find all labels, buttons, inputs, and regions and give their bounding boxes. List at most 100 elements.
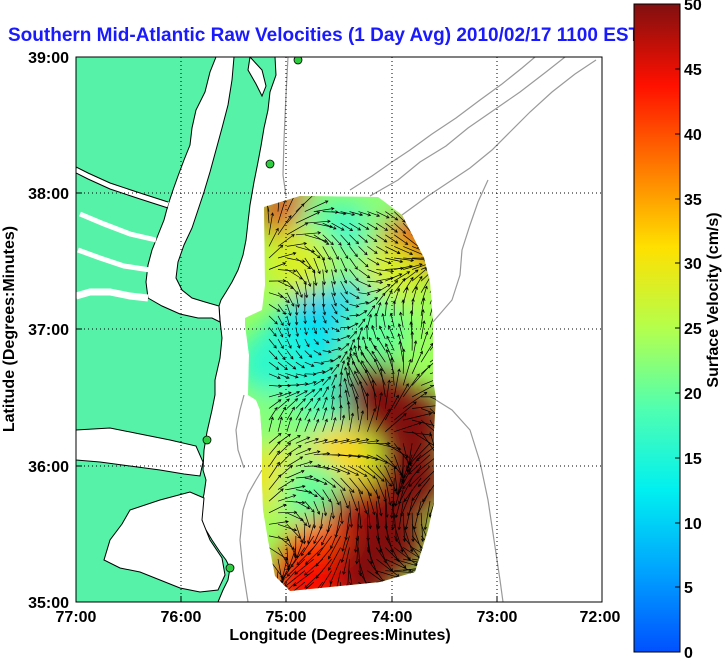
velocity-vector [375, 489, 383, 517]
velocity-vector [331, 501, 335, 520]
velocity-vector [379, 367, 386, 397]
velocity-vector [313, 524, 324, 545]
velocity-vector [268, 392, 284, 398]
velocity-vector [268, 547, 289, 560]
velocity-vector [379, 325, 386, 340]
velocity-vector [315, 558, 332, 579]
y-axis-label: Latitude (Degrees:Minutes) [1, 226, 18, 432]
velocity-vector [358, 292, 371, 296]
velocity-vector [402, 466, 422, 490]
velocity-vector [393, 383, 409, 409]
velocity-vector [408, 454, 431, 475]
velocity-vector [277, 214, 292, 235]
velocity-vector [349, 313, 360, 317]
velocity-vector [420, 285, 428, 305]
velocity-vector [394, 246, 414, 255]
velocity-vector [304, 350, 313, 358]
velocity-vector [367, 501, 372, 530]
velocity-vector [268, 503, 287, 514]
velocity-vector [349, 466, 368, 477]
velocity-vector [277, 559, 284, 584]
velocity-vector [376, 466, 392, 487]
velocity-vector [411, 286, 418, 305]
velocity-vector [304, 450, 321, 456]
velocity-vector [304, 512, 311, 529]
velocity-vector [295, 361, 306, 369]
colorbar-label: Surface Velocity (cm/s) [705, 212, 722, 387]
velocity-vector [367, 305, 376, 317]
velocity-vector [268, 450, 280, 467]
x-tick-label: 76:00 [161, 609, 202, 626]
velocity-vector [358, 301, 370, 305]
velocity-vector [376, 234, 388, 243]
velocity-vector [322, 396, 328, 409]
velocity-vector [331, 438, 350, 444]
velocity-vector [286, 269, 303, 280]
x-tick-label: 75:00 [266, 609, 307, 626]
velocity-vector [268, 488, 284, 502]
velocity-vector [322, 438, 339, 444]
velocity-vector [322, 315, 327, 324]
velocity-vector [340, 360, 346, 374]
velocity-vector [411, 275, 423, 293]
velocity-vector [277, 292, 290, 304]
velocity-vector [385, 349, 395, 374]
velocity-vector [397, 333, 404, 351]
velocity-vector [277, 479, 295, 490]
velocity-vector [302, 524, 307, 545]
velocity-vector [329, 558, 341, 585]
velocity-vector [277, 494, 297, 502]
velocity-vector [349, 330, 358, 340]
velocity-vector [340, 315, 350, 320]
velocity-vector [331, 406, 336, 421]
velocity-vector [277, 327, 284, 338]
velocity-vector [304, 200, 329, 212]
velocity-vector [340, 304, 349, 311]
velocity-vector [319, 512, 324, 531]
velocity-vector [268, 399, 282, 409]
velocity-vector [402, 512, 407, 543]
velocity-vector [411, 340, 418, 363]
velocity-vector [349, 338, 355, 351]
velocity-vector [312, 315, 317, 324]
velocity-vector [393, 466, 400, 496]
colorbar-tick-label: 30 [684, 256, 702, 273]
velocity-vector [328, 547, 341, 571]
velocity-vector [367, 257, 380, 266]
velocity-vector [304, 500, 315, 513]
velocity-vector [331, 489, 340, 506]
velocity-vector [349, 412, 355, 432]
velocity-vector [375, 477, 387, 503]
velocity-vector [331, 355, 342, 363]
velocity-vector [268, 373, 281, 380]
velocity-vector [304, 547, 323, 565]
velocity-vector [286, 445, 302, 456]
velocity-vector [277, 442, 292, 456]
y-tick-label: 37:00 [28, 322, 69, 339]
velocity-vector [268, 327, 277, 337]
pamlico-sound [103, 491, 226, 593]
velocity-vector [313, 451, 331, 456]
velocity-vector [304, 219, 331, 224]
velocity-vector [385, 234, 399, 244]
velocity-vector [293, 570, 315, 587]
velocity-vector [322, 406, 328, 421]
velocity-vector [397, 323, 404, 340]
velocity-vector [334, 512, 341, 539]
velocity-vector [385, 222, 398, 233]
velocity-vector [313, 257, 321, 275]
velocity-vector [358, 547, 363, 577]
velocity-vector [313, 222, 334, 229]
velocity-vector [354, 370, 368, 398]
velocity-vector [385, 454, 403, 477]
velocity-vector [358, 280, 372, 288]
x-tick-labels: 77:00 76:00 75:00 74:00 73:00 72:00 [56, 609, 621, 626]
velocity-vector [331, 347, 342, 351]
velocity-vector [304, 489, 318, 498]
velocity-vector [313, 378, 325, 386]
velocity-vector [384, 379, 391, 409]
velocity-vector [313, 327, 318, 335]
colorbar-tick-label: 35 [684, 192, 702, 209]
velocity-vector [277, 338, 284, 350]
velocity-vector [277, 416, 283, 432]
